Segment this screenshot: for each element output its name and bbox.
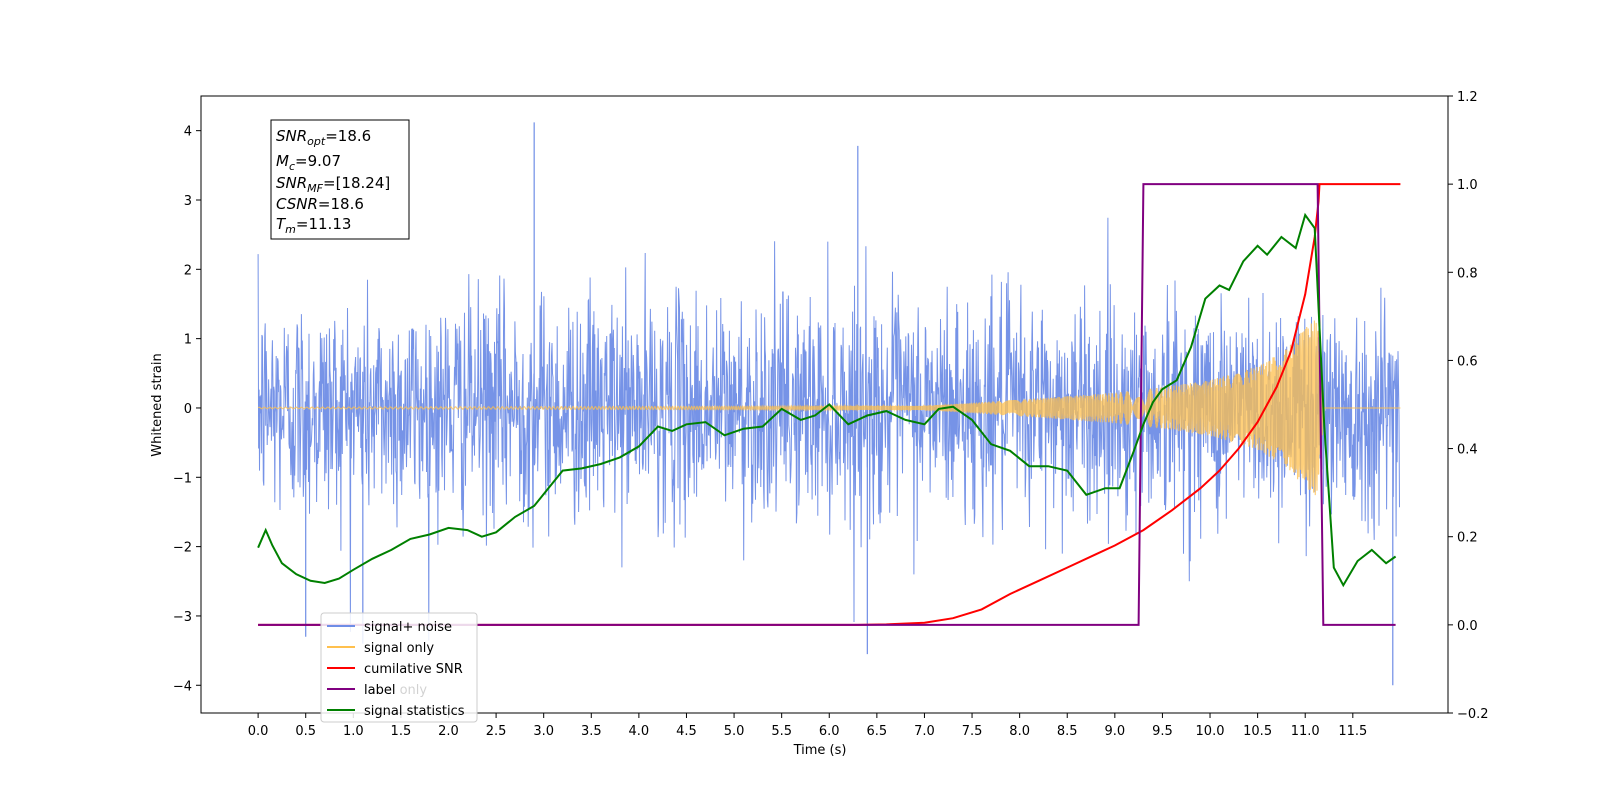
legend: signal+ noise signal only cumilative SNR… [320,612,478,723]
plot-area [257,122,1401,686]
y2-tick-label: 0.0 [1457,619,1478,634]
x-tick-label: 1.5 [391,724,412,739]
info-tm: Tm=11.13 [276,215,351,236]
x-tick-label: 7.5 [962,724,983,739]
x-tick-label: 4.0 [629,724,650,739]
series-label [258,183,1396,626]
x-tick-label: 5.5 [771,724,792,739]
x-tick-label: 10.0 [1196,724,1225,739]
info-csnr: CSNR=18.6 [276,195,364,213]
x-tick-label: 3.5 [581,724,602,739]
y-tick-label: 0 [184,402,192,417]
series-cumulative-snr [258,183,1401,626]
y-tick-label: 4 [184,125,192,140]
y2-tick-label: 0.2 [1457,531,1478,546]
x-tick-label: 6.5 [867,724,888,739]
x-tick-label: 9.5 [1152,724,1173,739]
axis-ticks: 0.0 0.5 1.0 1.5 2.0 2.5 3.0 3.5 4.0 4.5 5.0 5.5 6.0 6… [173,90,1489,739]
x-tick-label: 5.0 [724,724,745,739]
info-box: SNRopt=18.6 Mc=9.07 SNRMF=[18.24] CSNR=1… [270,119,410,240]
series-signal-only [257,320,1401,496]
y-tick-label: −4 [173,679,192,694]
x-tick-label: 0.5 [295,724,316,739]
info-snr-opt: SNRopt=18.6 [276,127,371,148]
x-tick-label: 10.5 [1243,724,1272,739]
x-tick-label: 3.0 [533,724,554,739]
info-snr-mf: SNRMF=[18.24] [276,174,390,195]
y2-tick-label: 0.6 [1457,354,1478,369]
x-tick-label: 8.5 [1057,724,1078,739]
x-tick-label: 2.5 [486,724,507,739]
legend-label-signal-only: signal only [364,641,434,656]
series-signal-noise [257,217,1400,641]
y-tick-label: 2 [184,263,192,278]
axes-frame [200,95,1449,714]
legend-ghost-label-only: label only [364,683,427,698]
x-tick-label: 4.5 [676,724,697,739]
x-tick-label: 9.0 [1104,724,1125,739]
x-axis-label: Time (s) [793,743,847,758]
x-tick-label: 11.0 [1291,724,1320,739]
y2-tick-label: 1.2 [1457,90,1478,105]
y-tick-label: 1 [184,333,192,348]
x-tick-label: 8.0 [1009,724,1030,739]
x-tick-label: 1.0 [343,724,364,739]
legend-label-cumulative-snr: cumilative SNR [364,662,463,677]
y2-tick-label: 0.4 [1457,443,1478,458]
legend-label-label: label [364,683,395,698]
y2-tick-label: −0.2 [1457,707,1489,722]
x-tick-label: 11.5 [1338,724,1367,739]
legend-label-signal-noise: signal+ noise [364,620,452,635]
y2-tick-label: 0.8 [1457,266,1478,281]
y2-tick-label: 1.0 [1457,178,1478,193]
x-tick-label: 7.0 [914,724,935,739]
series-signal-statistics [257,212,1397,588]
y-tick-label: −3 [173,610,192,625]
y-tick-label: 3 [184,194,192,209]
y-tick-label: −2 [173,541,192,556]
x-tick-label: 0.0 [248,724,269,739]
legend-label-signal-statistics: signal statistics [364,704,465,719]
x-tick-label: 2.0 [438,724,459,739]
info-mc: Mc=9.07 [276,152,341,173]
y-axis-label: Whitened strain [150,353,165,456]
y-tick-label: −1 [173,471,192,486]
x-tick-label: 6.0 [819,724,840,739]
